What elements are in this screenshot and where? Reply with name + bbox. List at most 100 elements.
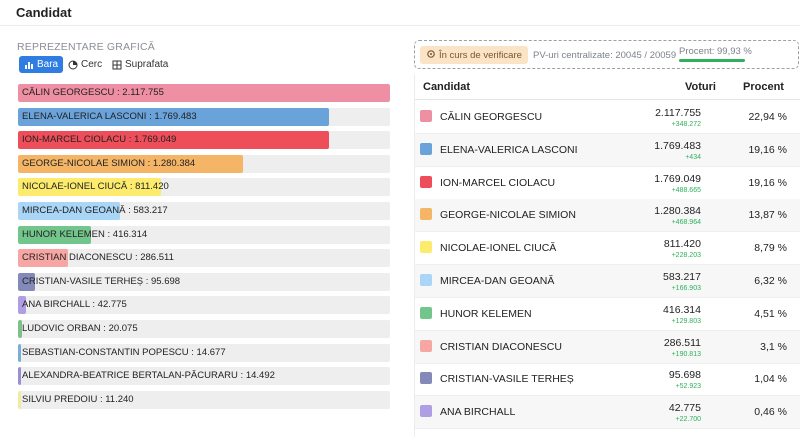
vote-count: 811.420: [663, 238, 701, 251]
bar: [18, 390, 21, 409]
bar-row[interactable]: ANA BIRCHALL : 42.775: [18, 296, 390, 315]
table-row[interactable]: ELENA-VALERICA LASCONI 1.769.483 +434 19,16…: [415, 133, 800, 167]
table-row[interactable]: ION-MARCEL CIOLACU 1.769.049 +488.665 19,16…: [415, 167, 800, 200]
table-row[interactable]: NICOLAE-IONEL CIUCĂ 811.420 +228.203 8,79 %: [415, 232, 800, 266]
table-row[interactable]: CĂLIN GEORGESCU 2.117.755 +348.272 22,94 %: [415, 101, 800, 134]
candidate-name: GEORGE-NICOLAE SIMION: [440, 209, 576, 222]
vote-count: 1.280.384: [654, 205, 701, 218]
vote-count: 1.769.483: [654, 139, 701, 152]
page-title: Candidat: [16, 5, 72, 20]
vote-percent: 4,51 %: [754, 307, 787, 320]
gear-icon: [426, 49, 436, 62]
bar-label: LUDOVIC ORBAN : 20.075: [22, 323, 138, 334]
bar-label: CRISTIAN DIACONESCU : 286.511: [22, 252, 174, 264]
vote-count: 416.314: [663, 303, 701, 316]
candidate-name: CRISTIAN DIACONESCU: [440, 340, 562, 353]
bar-label: ALEXANDRA-BEATRICE BERTALAN-PĂCURARU : 1…: [22, 370, 275, 382]
toggle-suprafata-label: Suprafata: [125, 59, 169, 70]
vote-count: 286.511: [663, 336, 701, 349]
candidate-name: NICOLAE-IONEL CIUCĂ: [440, 242, 557, 255]
bar: [18, 225, 92, 244]
table-row[interactable]: ANA BIRCHALL 42.775 +22.700 0,46 %: [415, 396, 800, 430]
bar-row[interactable]: SILVIU PREDOIU : 11.240: [18, 390, 390, 409]
toggle-cerc[interactable]: Cerc: [63, 56, 107, 73]
bar: [18, 178, 161, 197]
color-swatch: [420, 274, 432, 286]
vote-delta: +52.923: [675, 383, 702, 391]
bar-row[interactable]: ALEXANDRA-BEATRICE BERTALAN-PĂCURARU : 1…: [18, 367, 390, 386]
bar-chart-icon: [24, 60, 34, 70]
bar-row[interactable]: CRISTIAN-VASILE TERHEȘ : 95.698: [18, 272, 390, 291]
vote-percent: 8,79 %: [754, 242, 787, 255]
bar: [18, 320, 22, 338]
vote-count: 42.775: [668, 402, 701, 415]
color-swatch: [420, 175, 432, 188]
candidate-name: MIRCEA-DAN GEOANĂ: [440, 275, 555, 287]
area-chart-icon: [112, 60, 122, 70]
table-row[interactable]: GEORGE-NICOLAE SIMION 1.280.384 +468.964 13…: [415, 199, 800, 233]
percent-label: Procent: 99,93 %: [679, 46, 752, 57]
toggle-suprafata[interactable]: Suprafata: [107, 56, 173, 73]
candidate-name: HUNOR KELEMEN: [440, 307, 532, 320]
bar-row[interactable]: CĂLIN GEORGESCU : 2.117.755: [18, 84, 390, 102]
header-percent: Procent: [743, 81, 784, 93]
vote-percent: 22,94 %: [748, 111, 787, 123]
vote-count: 1.769.049: [654, 172, 701, 185]
candidate-name: CRISTIAN-VASILE TERHEȘ: [440, 373, 574, 386]
vote-delta: +228.203: [671, 252, 701, 260]
bar: [18, 272, 35, 291]
bar-row[interactable]: MIRCEA-DAN GEOANĂ : 583.217: [18, 202, 390, 220]
toggle-bar-label: Bara: [37, 59, 59, 70]
bar-row[interactable]: LUDOVIC ORBAN : 20.075: [18, 320, 390, 338]
table-row[interactable]: MIRCEA-DAN GEOANĂ 583.217 +166.903 6,32 %: [415, 265, 800, 298]
bar-label: CĂLIN GEORGESCU : 2.117.755: [22, 87, 164, 98]
toggle-bar[interactable]: Bara: [19, 56, 64, 73]
table-row[interactable]: CRISTIAN DIACONESCU 286.511 +190.813 3,1 %: [415, 330, 800, 364]
pie-chart-icon: [68, 60, 78, 70]
bar-row[interactable]: ELENA-VALERICA LASCONI : 1.769.483: [18, 107, 390, 126]
table-row[interactable]: CRISTIAN-VASILE TERHEȘ 95.698 +52.923 1,04 …: [415, 363, 800, 397]
bar-row[interactable]: SEBASTIAN-CONSTANTIN POPESCU : 14.677: [18, 343, 390, 362]
color-swatch: [420, 306, 432, 319]
toggle-cerc-label: Cerc: [81, 59, 103, 70]
vote-delta: +468.964: [671, 219, 701, 227]
bar-label: SEBASTIAN-CONSTANTIN POPESCU : 14.677: [22, 346, 226, 358]
bar: [18, 84, 390, 102]
bar-row[interactable]: NICOLAE-IONEL CIUCĂ : 811.420: [18, 178, 390, 197]
bar: [18, 367, 21, 386]
bar-row[interactable]: ION-MARCEL CIOLACU : 1.769.049: [18, 131, 390, 150]
page-header: Candidat: [0, 0, 800, 26]
bar: [18, 107, 329, 126]
vote-delta: +434: [685, 153, 701, 161]
bar-label: NICOLAE-IONEL CIUCĂ : 811.420: [22, 181, 169, 193]
results-panel: În curs de verificare PV-uri centralizat…: [414, 40, 800, 437]
vote-delta: +488.665: [671, 186, 701, 194]
bar-label: ION-MARCEL CIOLACU : 1.769.049: [22, 134, 177, 146]
bar: [18, 296, 26, 315]
bar-row[interactable]: CRISTIAN DIACONESCU : 286.511: [18, 249, 390, 268]
vote-percent: 19,16 %: [748, 176, 787, 189]
table-row[interactable]: HUNOR KELEMEN 416.314 +129.803 4,51 %: [415, 298, 800, 331]
color-swatch: [420, 372, 432, 385]
candidate-name: ELENA-VALERICA LASCONI: [440, 143, 578, 156]
color-swatch: [420, 142, 432, 155]
vote-count: 95.698: [668, 369, 701, 382]
candidate-name: CĂLIN GEORGESCU: [440, 111, 543, 123]
status-badge-label: În curs de verificare: [439, 49, 522, 61]
header-votes: Voturi: [685, 81, 716, 93]
header-candidate: Candidat: [423, 81, 471, 93]
bar-label: SILVIU PREDOIU : 11.240: [22, 393, 134, 405]
vote-percent: 13,87 %: [748, 209, 787, 222]
bar: [18, 131, 329, 150]
candidate-name: ION-MARCEL CIOLACU: [440, 176, 556, 189]
bar-row[interactable]: GEORGE-NICOLAE SIMION : 1.280.384: [18, 154, 390, 173]
bar-row[interactable]: HUNOR KELEMEN : 416.314: [18, 225, 390, 244]
bar-label: GEORGE-NICOLAE SIMION : 1.280.384: [22, 157, 196, 169]
bar-label: MIRCEA-DAN GEOANĂ : 583.217: [22, 205, 168, 216]
color-swatch: [420, 241, 432, 254]
vote-delta: +190.813: [671, 350, 701, 358]
bar-label: HUNOR KELEMEN : 416.314: [22, 228, 148, 240]
color-swatch: [420, 208, 432, 221]
percent-progress-bar: [679, 59, 745, 62]
results-table: Candidat Voturi Procent CĂLIN GEORGESCU 2…: [414, 74, 800, 437]
